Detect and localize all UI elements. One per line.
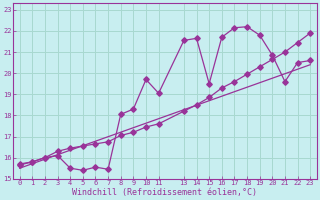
X-axis label: Windchill (Refroidissement éolien,°C): Windchill (Refroidissement éolien,°C) (72, 188, 258, 197)
